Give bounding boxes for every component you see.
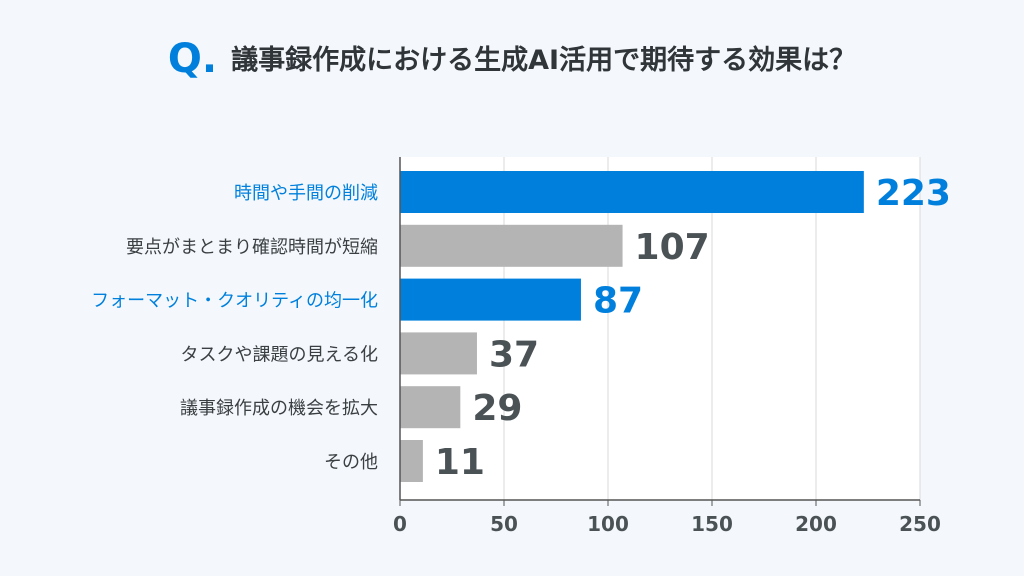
category-label: フォーマット・クオリティの均一化 — [91, 291, 378, 312]
plot-area — [400, 157, 920, 500]
chart-title: Q. 議事録作成における生成AI活用で期待する効果は？ — [0, 36, 1024, 82]
category-label: 時間や手間の削減 — [234, 183, 378, 204]
category-label: 要点がまとまり確認時間が短縮 — [126, 237, 378, 258]
question-mark-prefix: Q. — [167, 36, 218, 82]
value-label: 87 — [593, 281, 643, 322]
x-tick-label: 100 — [587, 512, 629, 536]
bar — [400, 171, 864, 213]
value-label: 223 — [876, 173, 951, 214]
title-text: 議事録作成における生成AI活用で期待する効果は？ — [231, 45, 857, 76]
value-label: 107 — [635, 227, 710, 268]
category-label: 議事録作成の機会を拡大 — [180, 398, 378, 419]
bar — [400, 278, 581, 321]
x-tick-label: 50 — [490, 512, 518, 536]
x-tick-label: 200 — [795, 512, 837, 536]
bar — [400, 386, 461, 429]
bar — [400, 440, 423, 482]
value-label: 29 — [472, 388, 522, 429]
x-tick-label: 0 — [393, 512, 407, 536]
bar — [400, 332, 477, 375]
category-label: タスクや課題の見える化 — [181, 344, 378, 365]
x-tick-label: 150 — [691, 512, 733, 536]
value-label: 11 — [435, 442, 485, 483]
category-label: その他 — [324, 452, 378, 473]
value-label: 37 — [489, 334, 539, 375]
x-tick-label: 250 — [899, 512, 941, 536]
bar — [400, 224, 623, 267]
